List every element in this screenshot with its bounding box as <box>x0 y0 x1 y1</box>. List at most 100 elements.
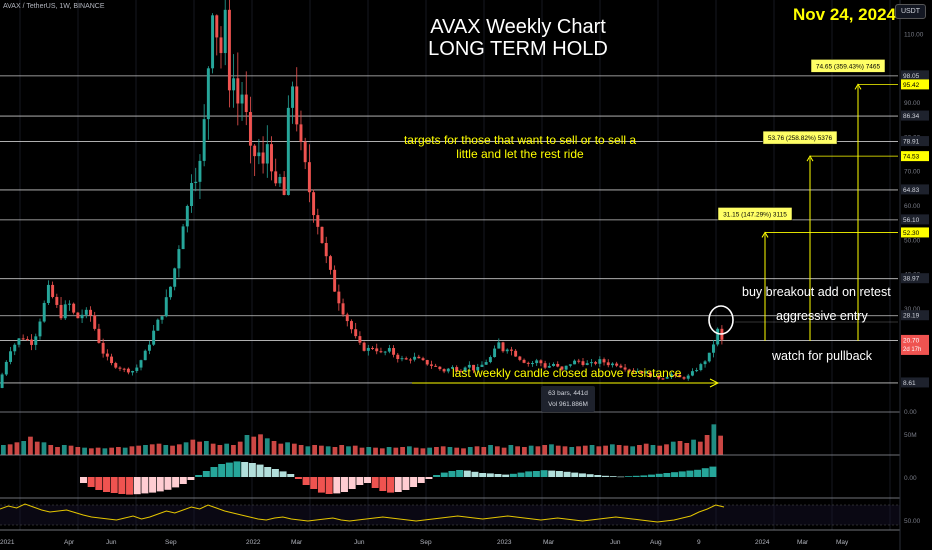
candle-body <box>286 107 290 195</box>
momentum-bar <box>218 464 226 477</box>
momentum-bar <box>149 477 157 493</box>
volume-bar <box>264 438 270 455</box>
volume-bar <box>400 447 405 455</box>
volume-bar <box>427 447 433 455</box>
momentum-bar <box>87 477 95 487</box>
price-tick: 0.00 <box>904 409 917 416</box>
momentum-bar <box>187 477 195 480</box>
candle-body <box>93 315 97 329</box>
time-tick: Aug <box>650 539 662 546</box>
momentum-bar <box>248 463 256 477</box>
candle-body <box>46 284 50 303</box>
volume-bar <box>68 445 74 455</box>
candle-body <box>669 374 673 378</box>
volume-bar <box>61 445 67 455</box>
candle-body <box>564 365 568 370</box>
target-box-label: 53.76 (258.82%) 5376 <box>768 135 833 142</box>
candle-body <box>446 368 450 372</box>
volume-bar <box>697 441 703 455</box>
volume-bar <box>346 446 351 455</box>
price-candles <box>0 0 724 389</box>
volume-bar <box>34 441 40 455</box>
momentum-bar <box>448 471 456 477</box>
candle-body <box>632 370 635 372</box>
volume-bar <box>48 445 54 455</box>
momentum-bar <box>348 477 356 489</box>
momentum-bar <box>555 471 563 477</box>
volume-bar <box>176 444 182 455</box>
pane-separators[interactable] <box>0 0 901 550</box>
momentum-bar <box>271 469 279 477</box>
momentum-bar <box>141 477 149 494</box>
candle-body <box>455 367 459 372</box>
volume-bar <box>183 442 189 455</box>
time-tick: Mar <box>543 539 555 546</box>
volume-bar <box>711 424 717 455</box>
momentum-bar <box>118 477 126 494</box>
candle-body <box>324 242 328 257</box>
target-tag-bg <box>901 151 929 162</box>
volume-bar <box>542 445 548 455</box>
candle-body <box>312 192 316 216</box>
price-tick: 50.00 <box>904 237 921 244</box>
candle-body <box>147 344 151 351</box>
range-info-box: 63 bars, 441d Vol 961.886M <box>541 386 595 412</box>
candle-body <box>0 374 4 388</box>
momentum-bar <box>640 475 648 477</box>
currency-button[interactable]: USDT <box>894 4 926 19</box>
volume-bar <box>386 447 392 455</box>
momentum-bar <box>494 474 502 477</box>
candle-body <box>219 37 223 54</box>
volume-bar <box>258 434 263 455</box>
momentum-bar <box>601 475 609 477</box>
symbol-header[interactable]: AVAX / TetherUS, 1W, BINANCE <box>3 3 105 10</box>
last-candle-note: last weekly candle closed above resistan… <box>452 366 682 380</box>
momentum-bar <box>686 470 694 477</box>
volume-bar <box>319 445 324 455</box>
volume-bar <box>555 445 561 455</box>
candle-body <box>211 15 215 69</box>
time-tick: Mar <box>291 539 303 546</box>
candle-body <box>682 377 686 379</box>
candle-body <box>556 363 560 367</box>
price-tick: 70.00 <box>904 169 921 176</box>
candle-body <box>63 304 67 319</box>
candle-body <box>417 356 421 359</box>
volume-bar <box>1 445 6 455</box>
rsi-line <box>0 503 900 526</box>
pullback-note: watch for pullback <box>772 349 873 363</box>
level-tag: 38.97 <box>903 276 920 283</box>
momentum-bar <box>417 477 425 483</box>
time-tick: 2023 <box>497 539 512 546</box>
volume-bar <box>291 443 297 455</box>
time-tick: Jun <box>354 539 365 546</box>
momentum-bar <box>364 477 371 483</box>
candle-body <box>30 339 34 345</box>
time-tick: 2022 <box>246 539 261 546</box>
volume-bar <box>528 445 534 455</box>
volume-bar <box>481 447 487 455</box>
price-tick: 30.00 <box>904 306 921 313</box>
volume-bar <box>664 444 669 455</box>
time-axis[interactable]: 2021 Apr Jun Sep 2022 Mar Jun Sep 2023 Mar Jun Aug 9… <box>0 539 849 546</box>
candle-body <box>126 368 130 373</box>
volume-bar <box>14 442 20 455</box>
candle-body <box>531 363 534 365</box>
candle-body <box>387 348 391 352</box>
candle-body <box>484 362 488 365</box>
target-tag: 95.42 <box>903 82 920 89</box>
volume-bar <box>562 446 568 455</box>
momentum-bar <box>540 470 548 477</box>
candle-body <box>404 358 408 360</box>
momentum-bar <box>502 474 510 477</box>
momentum-bar <box>394 477 402 492</box>
volume-bar <box>224 443 230 455</box>
candle-body <box>206 68 210 120</box>
volume-bar <box>305 446 311 455</box>
momentum-bar <box>678 471 686 477</box>
momentum-bar <box>317 477 325 493</box>
candle-body <box>413 356 417 360</box>
volume-bar <box>643 443 649 455</box>
candle-body <box>282 177 286 195</box>
